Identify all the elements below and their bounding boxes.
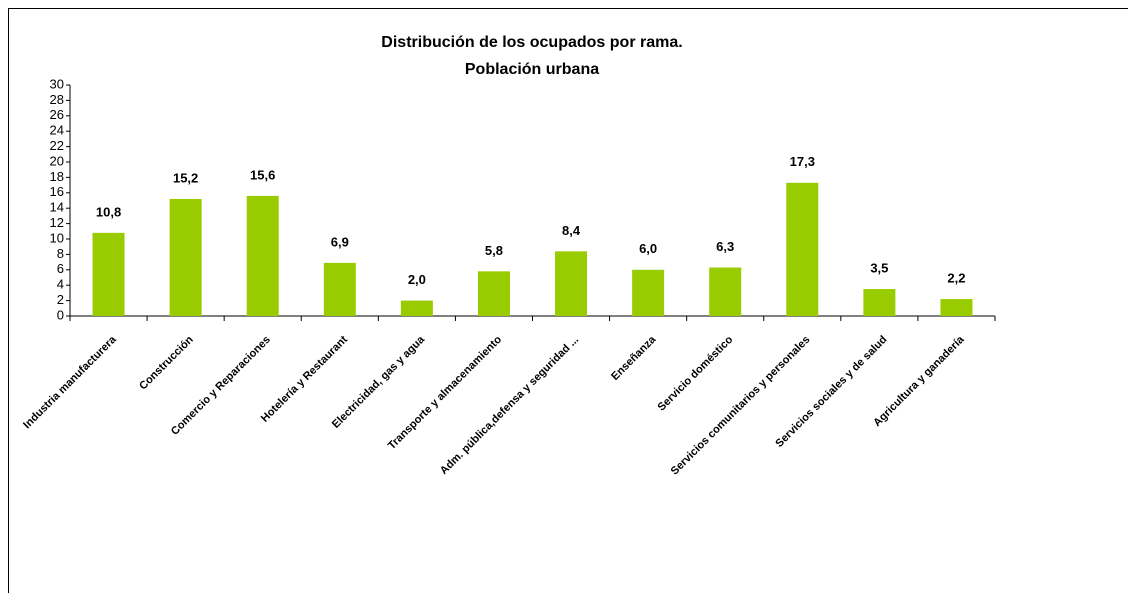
value-label: 3,5 [870,260,888,275]
bar [555,251,588,316]
y-tick-label: 2 [57,292,64,307]
y-tick-label: 14 [50,200,64,215]
bar [169,198,202,316]
y-tick-label: 6 [57,261,64,276]
bar [940,299,973,316]
y-tick-label: 12 [50,215,64,230]
value-label: 15,6 [250,167,275,182]
chart-title: Distribución de los ocupados por rama. [381,34,682,51]
y-tick-label: 18 [50,169,64,184]
value-label: 17,3 [790,154,815,169]
y-tick-label: 22 [50,138,64,153]
value-label: 2,0 [408,272,426,287]
bar [863,289,896,316]
y-tick-label: 28 [50,92,64,107]
bar [400,300,433,316]
value-label: 10,8 [96,204,121,219]
y-tick-label: 10 [50,230,64,245]
y-tick-label: 30 [50,76,64,91]
chart-subtitle: Población urbana [465,61,599,78]
y-tick-label: 4 [57,277,64,292]
bar [786,182,819,316]
value-label: 5,8 [485,243,503,258]
value-label: 15,2 [173,170,198,185]
bar [323,262,356,316]
y-tick-label: 24 [50,123,64,138]
bar [246,195,279,316]
value-label: 6,3 [716,239,734,254]
value-label: 2,2 [947,270,965,285]
value-label: 8,4 [562,223,581,238]
y-tick-label: 8 [57,246,64,261]
bar [92,232,125,316]
bar [477,271,510,316]
bar [709,267,742,316]
value-label: 6,0 [639,241,657,256]
y-tick-label: 26 [50,107,64,122]
bar [632,269,665,316]
y-tick-label: 16 [50,184,64,199]
y-tick-label: 20 [50,153,64,168]
value-label: 6,9 [331,234,349,249]
y-tick-label: 0 [57,307,64,322]
